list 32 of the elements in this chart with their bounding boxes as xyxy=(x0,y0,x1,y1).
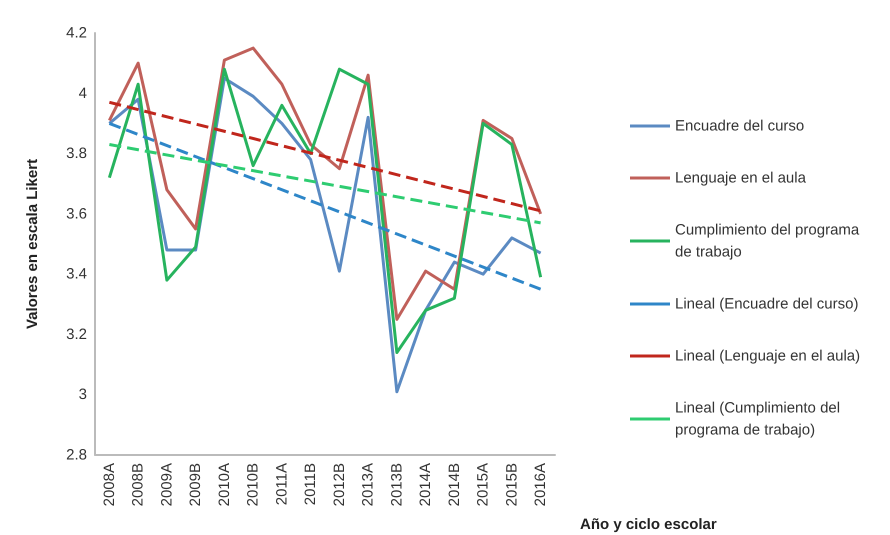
x-tick-label: 2015A xyxy=(474,463,492,506)
x-tick-label: 2011A xyxy=(273,463,290,506)
x-tick-label: 2011B xyxy=(302,463,320,506)
y-tick-label: 3.8 xyxy=(66,145,87,162)
y-tick-label: 3.2 xyxy=(66,326,87,343)
x-tick-label: 2012B xyxy=(330,463,348,506)
x-tick-label: 2013B xyxy=(388,463,406,506)
x-tick-label: 2014B xyxy=(446,463,463,506)
x-tick-label: 2010B xyxy=(244,463,262,506)
y-axis-title: Valores en escala Likert xyxy=(24,158,41,330)
y-tick-label: 3.6 xyxy=(66,205,87,222)
x-tick-label: 2008A xyxy=(100,463,118,506)
x-tick-label: 2008B xyxy=(130,463,147,506)
x-tick-label: 2009A xyxy=(158,463,176,506)
y-tick-label: 3 xyxy=(78,386,87,404)
x-tick-label: 2010A xyxy=(216,463,233,506)
y-tick-label: 3.4 xyxy=(66,266,87,283)
y-tick-label: 4.2 xyxy=(66,24,87,42)
legend-label: Encuadre del curso xyxy=(675,118,804,134)
legend-label: Cumplimiento del programa de trabajo xyxy=(675,222,864,260)
y-tick-label: 2.8 xyxy=(66,446,87,464)
y-tick-label: 4 xyxy=(78,84,87,102)
x-tick-label: 2015B xyxy=(503,463,520,506)
legend-label: Lineal (Cumplimiento del programa de trabajo) xyxy=(675,400,844,438)
legend-label: Lineal (Encuadre del curso) xyxy=(675,296,858,312)
legend-label: Lineal (Lenguaje en el aula) xyxy=(675,348,860,364)
x-tick-label: 2013A xyxy=(360,463,377,506)
x-tick-label: 2014A xyxy=(417,463,434,506)
legend-label: Lenguaje en el aula xyxy=(675,170,807,186)
x-axis-title: Año y ciclo escolar xyxy=(580,516,717,533)
x-tick-label: 2009B xyxy=(187,463,204,506)
x-tick-label: 2016A xyxy=(532,463,550,506)
